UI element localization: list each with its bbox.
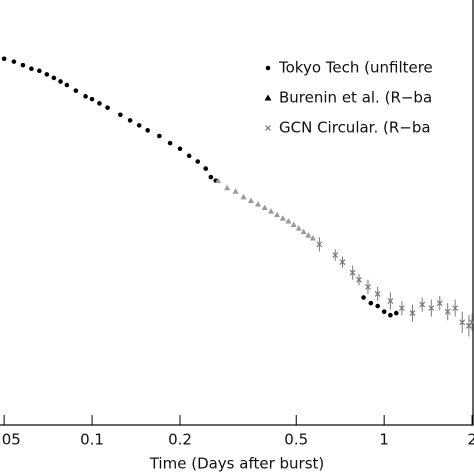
data-point xyxy=(224,184,231,191)
legend-marker xyxy=(265,125,271,131)
data-point xyxy=(444,308,451,315)
data-point xyxy=(58,79,63,84)
legend-marker xyxy=(264,94,272,101)
data-point xyxy=(177,146,183,152)
legend-marker xyxy=(265,65,271,71)
data-point xyxy=(167,140,173,146)
data-point xyxy=(339,259,346,266)
data-point xyxy=(398,305,405,312)
data-point xyxy=(356,276,362,283)
data-point xyxy=(118,112,123,118)
x-tick-label: 0.5 xyxy=(284,431,308,449)
x-tick-label: 0.1 xyxy=(80,431,104,449)
data-point xyxy=(459,319,466,326)
data-point xyxy=(203,166,209,171)
data-point xyxy=(361,295,366,300)
data-point xyxy=(316,241,323,248)
x-tick-label: 0.2 xyxy=(168,431,192,449)
data-point xyxy=(290,221,297,228)
data-point xyxy=(285,218,292,224)
plot-frame xyxy=(0,0,474,426)
data-point xyxy=(388,312,393,318)
data-point xyxy=(195,159,201,164)
data-point xyxy=(105,105,110,110)
data-point xyxy=(44,72,50,77)
data-point xyxy=(247,197,254,203)
data-point xyxy=(83,94,88,99)
data-point xyxy=(51,75,57,81)
data-point xyxy=(375,303,380,309)
data-point xyxy=(73,88,79,93)
data-point xyxy=(20,62,26,68)
data-point xyxy=(232,188,239,194)
data-point xyxy=(381,309,387,314)
data-point xyxy=(89,96,95,102)
x-axis-title: Time (Days after burst) xyxy=(149,455,325,473)
data-point xyxy=(409,310,416,317)
data-point xyxy=(215,177,222,184)
data-point xyxy=(240,193,247,200)
data-point xyxy=(295,225,302,231)
data-point xyxy=(374,291,381,297)
data-point xyxy=(368,300,374,306)
data-point xyxy=(145,128,150,133)
data-point xyxy=(37,68,42,74)
data-point xyxy=(64,82,70,88)
data-point xyxy=(305,232,312,238)
data-point xyxy=(309,235,316,241)
legend-label: Tokyo Tech (unfiltere xyxy=(278,59,433,77)
data-point xyxy=(29,66,34,72)
data-point xyxy=(255,201,262,207)
data-point xyxy=(349,269,356,276)
data-point xyxy=(332,252,339,258)
data-point xyxy=(387,298,394,304)
x-tick-label: 1 xyxy=(379,431,389,449)
x-tick-label: 0.05 xyxy=(0,431,21,449)
data-point xyxy=(268,208,275,214)
x-tick-label: 2 xyxy=(467,431,474,449)
data-point xyxy=(11,59,17,64)
data-point xyxy=(208,174,214,180)
data-point xyxy=(157,133,162,139)
data-point xyxy=(186,153,192,159)
data-point xyxy=(419,301,426,308)
data-point xyxy=(279,215,286,221)
legend-label: GCN Circular. (R−ba xyxy=(279,119,431,137)
data-point xyxy=(97,101,102,106)
data-point xyxy=(436,300,443,307)
data-point xyxy=(393,310,399,316)
data-point xyxy=(136,123,142,128)
data-point xyxy=(1,56,7,62)
data-point xyxy=(127,118,133,123)
data-point xyxy=(365,283,371,290)
data-point xyxy=(300,228,307,235)
data-point xyxy=(452,305,459,312)
data-point xyxy=(428,305,435,312)
legend-label: Burenin et al. (R−ba xyxy=(279,89,432,107)
data-point xyxy=(261,204,268,211)
data-point xyxy=(274,211,281,218)
